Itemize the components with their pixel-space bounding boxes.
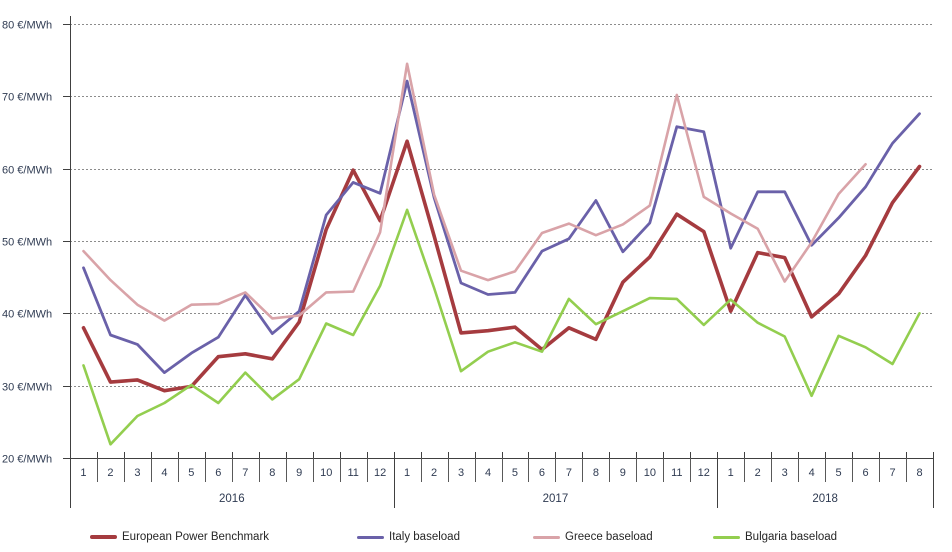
y-axis-label: 60 €/MWh bbox=[2, 165, 52, 177]
x-axis-month-label: 1 bbox=[404, 467, 410, 479]
x-axis-month-label: 7 bbox=[566, 467, 572, 479]
legend-label: Greece baseload bbox=[565, 531, 653, 543]
x-axis-month-label: 12 bbox=[698, 467, 710, 479]
x-axis-month-label: 6 bbox=[215, 467, 221, 479]
x-axis-month-label: 6 bbox=[863, 467, 869, 479]
x-axis-month-label: 10 bbox=[644, 467, 656, 479]
series-line-european-power-benchmark bbox=[81, 139, 922, 393]
y-axis-label: 30 €/MWh bbox=[2, 382, 52, 394]
y-axis-label: 20 €/MWh bbox=[2, 454, 52, 466]
x-axis-month-label: 8 bbox=[593, 467, 599, 479]
series-line-bulgaria-baseload bbox=[82, 208, 921, 446]
x-axis-month-label: 5 bbox=[836, 467, 842, 479]
y-axis-label: 50 €/MWh bbox=[2, 237, 52, 249]
series-line-greece-baseload bbox=[82, 62, 867, 322]
x-axis-year-label: 2018 bbox=[812, 493, 838, 505]
y-axis-label: 80 €/MWh bbox=[2, 20, 52, 32]
x-axis-month-label: 5 bbox=[512, 467, 518, 479]
x-axis-month-label: 2 bbox=[431, 467, 437, 479]
x-axis-year-label: 2016 bbox=[219, 493, 245, 505]
legend-label: Bulgaria baseload bbox=[745, 531, 838, 543]
x-axis-month-label: 1 bbox=[728, 467, 734, 479]
y-axis-label: 40 €/MWh bbox=[2, 309, 52, 321]
x-axis-month-label: 2 bbox=[107, 467, 113, 479]
x-axis-month-label: 3 bbox=[134, 467, 140, 479]
x-axis-month-label: 7 bbox=[242, 467, 248, 479]
x-axis-month-label: 7 bbox=[889, 467, 895, 479]
legend-swatch-bulgaria-baseload bbox=[713, 535, 740, 539]
x-axis-month-label: 9 bbox=[296, 467, 302, 479]
x-axis-month-label: 9 bbox=[620, 467, 626, 479]
legend-item-italy-baseload: Italy baseload bbox=[357, 529, 460, 545]
x-axis-month-label: 3 bbox=[782, 467, 788, 479]
x-axis-month-label: 8 bbox=[269, 467, 275, 479]
x-axis-month-label: 2 bbox=[755, 467, 761, 479]
x-axis-month-label: 4 bbox=[485, 467, 491, 479]
x-axis-month-label: 8 bbox=[916, 467, 922, 479]
x-axis-year-label: 2017 bbox=[543, 493, 569, 505]
x-axis-month-label: 4 bbox=[161, 467, 167, 479]
x-axis-month-label: 5 bbox=[188, 467, 194, 479]
x-axis-month-label: 1 bbox=[80, 467, 86, 479]
series-line-italy-baseload bbox=[82, 79, 921, 374]
x-axis-month-label: 11 bbox=[671, 467, 682, 479]
x-axis-month-label: 10 bbox=[320, 467, 332, 479]
x-axis-month-label: 12 bbox=[374, 467, 386, 479]
x-axis-month-label: 3 bbox=[458, 467, 464, 479]
x-axis-month-label: 4 bbox=[809, 467, 815, 479]
legend-swatch-european-power-benchmark bbox=[90, 535, 117, 539]
legend-swatch-italy-baseload bbox=[357, 535, 384, 539]
y-axis-label: 70 €/MWh bbox=[2, 92, 52, 104]
legend-item-european-power-benchmark: European Power Benchmark bbox=[90, 529, 269, 545]
legend-item-bulgaria-baseload: Bulgaria baseload bbox=[713, 529, 837, 545]
x-axis-month-label: 11 bbox=[347, 467, 358, 479]
x-axis-month-label: 6 bbox=[539, 467, 545, 479]
legend-label: Italy baseload bbox=[389, 531, 460, 543]
legend-swatch-greece-baseload bbox=[533, 535, 560, 539]
legend-label: European Power Benchmark bbox=[122, 531, 270, 543]
legend-item-greece-baseload: Greece baseload bbox=[533, 529, 653, 545]
